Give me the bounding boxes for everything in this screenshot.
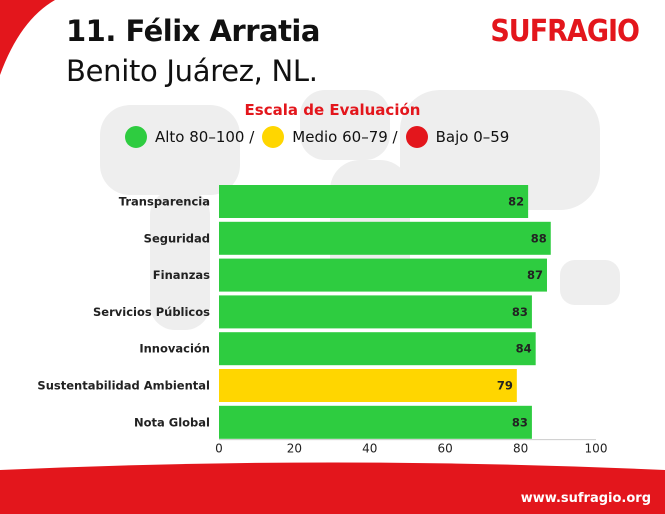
bar-3 xyxy=(219,295,532,329)
legend-label-low: Bajo 0–59 xyxy=(435,128,510,146)
x-tick-label-4: 80 xyxy=(513,442,528,456)
value-label-1: 88 xyxy=(531,231,547,245)
x-tick-label-0: 0 xyxy=(215,442,223,456)
bar-2 xyxy=(219,258,547,292)
category-label-1: Seguridad xyxy=(144,231,210,245)
category-label-3: Servicios Públicos xyxy=(93,305,210,319)
x-tick-label-1: 20 xyxy=(287,442,302,456)
legend-dot-low xyxy=(405,126,428,148)
value-label-2: 87 xyxy=(527,268,543,282)
bar-4 xyxy=(219,332,536,366)
page-title: 11. Félix Arratia xyxy=(66,14,320,48)
legend: Alto 80–100 / Medio 60–79 / Bajo 0–59 xyxy=(125,125,509,149)
category-label-4: Innovación xyxy=(139,342,210,356)
value-label-5: 79 xyxy=(497,379,513,393)
bar-1 xyxy=(219,221,551,255)
legend-label-high: Alto 80–100 / xyxy=(155,128,255,146)
legend-item-low: Bajo 0–59 xyxy=(405,126,510,148)
legend-dot-mid xyxy=(262,126,285,148)
legend-title: Escala de Evaluación xyxy=(244,101,421,119)
page-subtitle: Benito Juárez, NL. xyxy=(66,54,318,88)
legend-dot-high xyxy=(125,126,147,148)
x-tick-label-3: 60 xyxy=(438,442,453,456)
legend-item-mid: Medio 60–79 / xyxy=(262,126,398,148)
value-label-3: 83 xyxy=(512,305,528,319)
value-label-6: 83 xyxy=(512,415,528,429)
corner-accent xyxy=(0,0,55,75)
brand-logo: SUFRAGIO xyxy=(490,14,640,49)
category-label-0: Transparencia xyxy=(119,195,210,209)
category-label-6: Nota Global xyxy=(134,415,210,429)
category-label-2: Finanzas xyxy=(153,268,210,282)
bar-6 xyxy=(219,405,532,439)
value-label-0: 82 xyxy=(508,195,524,209)
bar-5 xyxy=(219,369,517,402)
footer-url: www.sufragio.org xyxy=(520,491,651,506)
x-tick-label-5: 100 xyxy=(585,442,608,456)
legend-label-mid: Medio 60–79 / xyxy=(292,128,398,146)
category-label-5: Sustentabilidad Ambiental xyxy=(37,379,210,393)
legend-item-high: Alto 80–100 / xyxy=(125,126,254,148)
x-tick-label-2: 40 xyxy=(362,442,377,456)
bar-0 xyxy=(219,185,529,218)
value-label-4: 84 xyxy=(516,342,532,356)
